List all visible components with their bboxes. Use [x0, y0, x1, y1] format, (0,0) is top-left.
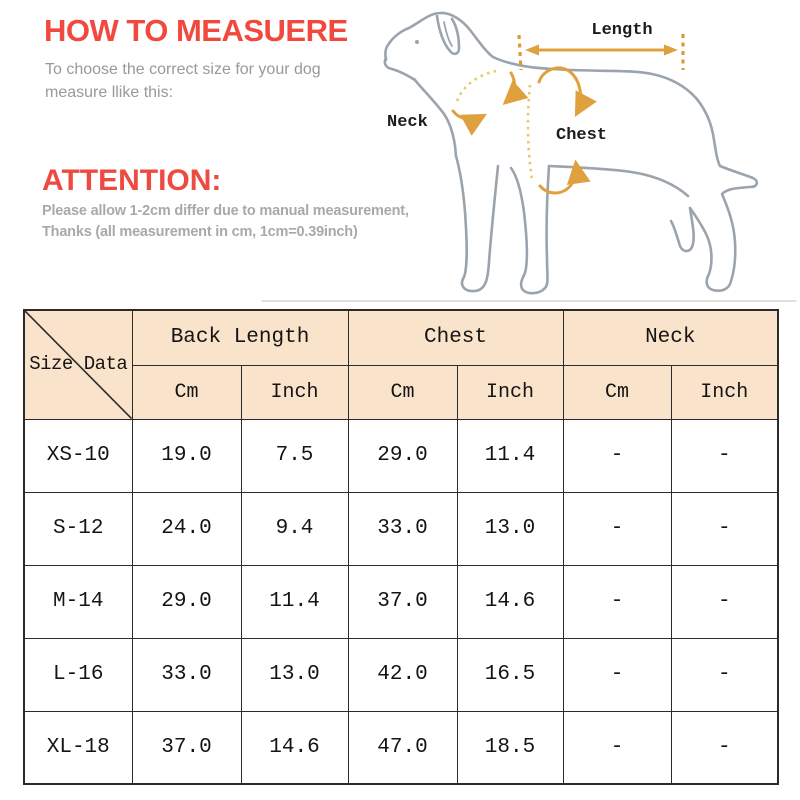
value-cell: 24.0 — [131, 491, 242, 566]
group-header-neck: Neck — [562, 309, 779, 366]
table-row: S-12 24.0 9.4 33.0 13.0 - - — [23, 491, 779, 566]
neck-measurement: Neck — [387, 69, 529, 136]
unit-header: Cm — [131, 364, 242, 420]
value-cell: 11.4 — [456, 418, 564, 493]
length-start-tick — [517, 34, 523, 71]
value-cell: - — [670, 564, 779, 639]
value-cell: 37.0 — [131, 710, 242, 785]
unit-header: Cm — [562, 364, 672, 420]
size-table: Size Data Back Length Chest Neck Cm Inch… — [23, 309, 780, 785]
table-row: XL-18 37.0 14.6 47.0 18.5 - - — [23, 710, 779, 785]
attention-title: ATTENTION: — [42, 164, 222, 197]
value-cell: 14.6 — [240, 710, 349, 785]
size-label: S-12 — [23, 491, 133, 566]
value-cell: 29.0 — [347, 418, 458, 493]
chest-dashed-line — [526, 84, 534, 181]
value-cell: - — [562, 637, 672, 712]
size-label: XS-10 — [23, 418, 133, 493]
diagonal-line — [25, 311, 132, 419]
value-cell: - — [562, 491, 672, 566]
value-cell: 19.0 — [131, 418, 242, 493]
table-unit-header-row: Cm Inch Cm Inch Cm Inch — [24, 364, 779, 420]
size-label: M-14 — [23, 564, 133, 639]
group-header-back-length: Back Length — [131, 309, 349, 366]
size-label: XL-18 — [23, 710, 133, 785]
value-cell: 14.6 — [456, 564, 564, 639]
value-cell: 47.0 — [347, 710, 458, 785]
neck-label: Neck — [387, 113, 428, 132]
size-data-corner-cell: Size Data — [23, 309, 133, 420]
chest-label: Chest — [556, 126, 607, 145]
table-row: XS-10 19.0 7.5 29.0 11.4 - - — [23, 418, 779, 493]
neck-arrow-upper — [502, 71, 529, 105]
attention-note: Please allow 1-2cm differ due to manual … — [42, 201, 409, 243]
attention-note-line2: Thanks (all measurement in cm, 1cm=0.39i… — [42, 224, 358, 240]
value-cell: 18.5 — [456, 710, 564, 785]
chest-measurement: Chest — [526, 66, 607, 195]
value-cell: - — [562, 418, 672, 493]
value-cell: 33.0 — [347, 491, 458, 566]
unit-header: Cm — [347, 364, 458, 420]
value-cell: - — [670, 710, 779, 785]
value-cell: 9.4 — [240, 491, 349, 566]
value-cell: 11.4 — [240, 564, 349, 639]
chest-arrow-bottom — [538, 159, 591, 195]
neck-arrow-lower — [451, 109, 487, 136]
value-cell: 16.5 — [456, 637, 564, 712]
table-row: M-14 29.0 11.4 37.0 14.6 - - — [23, 564, 779, 639]
measure-instructions-line2: measure llike this: — [45, 84, 174, 101]
dog-outline — [383, 11, 759, 295]
dog-measurement-diagram: Length Neck Chest — [261, 11, 797, 302]
value-cell: 29.0 — [131, 564, 242, 639]
page-title: HOW TO MEASUERE — [44, 13, 348, 48]
unit-header: Inch — [670, 364, 779, 420]
value-cell: 37.0 — [347, 564, 458, 639]
dog-eye — [415, 40, 419, 44]
measure-instructions: To choose the correct size for your dog … — [45, 58, 321, 104]
value-cell: 7.5 — [240, 418, 349, 493]
length-measurement: Length — [517, 21, 685, 71]
measure-instructions-line1: To choose the correct size for your dog — [45, 61, 321, 78]
attention-note-line1: Please allow 1-2cm differ due to manual … — [42, 203, 409, 219]
value-cell: - — [670, 418, 779, 493]
chest-arrow-top — [537, 66, 597, 117]
value-cell: 33.0 — [131, 637, 242, 712]
value-cell: 13.0 — [456, 491, 564, 566]
length-label: Length — [591, 21, 652, 40]
value-cell: 42.0 — [347, 637, 458, 712]
table-row: L-16 33.0 13.0 42.0 16.5 - - — [23, 637, 779, 712]
value-cell: - — [562, 710, 672, 785]
unit-header: Inch — [456, 364, 564, 420]
table-group-header-row: Size Data Back Length Chest Neck — [23, 309, 779, 420]
group-header-chest: Chest — [347, 309, 564, 366]
unit-header: Inch — [240, 364, 349, 420]
neck-dashed-arc — [455, 69, 497, 102]
value-cell: - — [670, 637, 779, 712]
value-cell: - — [562, 564, 672, 639]
value-cell: - — [670, 491, 779, 566]
value-cell: 13.0 — [240, 637, 349, 712]
corner-label: Size Data — [29, 353, 128, 376]
size-label: L-16 — [23, 637, 133, 712]
